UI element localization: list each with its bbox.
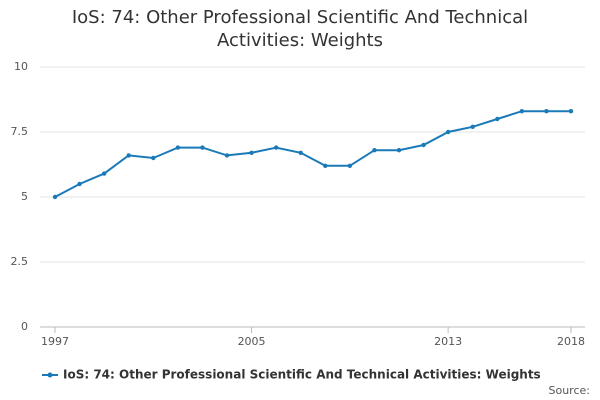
- y-tick-label: 0: [21, 320, 28, 333]
- y-tick-label: 5: [21, 190, 28, 203]
- legend-label: IoS: 74: Other Professional Scientific A…: [63, 368, 541, 382]
- point: [445, 129, 451, 135]
- point: [52, 194, 58, 200]
- x-tick-label: 1997: [41, 335, 69, 348]
- series-line: [54, 110, 571, 198]
- point: [224, 153, 230, 158]
- point: [101, 171, 107, 176]
- point: [298, 150, 303, 155]
- point: [568, 109, 574, 114]
- point: [421, 142, 426, 148]
- point: [470, 124, 475, 129]
- point: [151, 155, 156, 161]
- x-tick-label: 2018: [557, 335, 585, 348]
- chart-title: IoS: 74: Other Professional Scientific A…: [71, 7, 529, 51]
- point: [249, 150, 254, 155]
- point: [175, 145, 181, 150]
- point: [200, 145, 205, 150]
- y-tick-label: 2.5: [11, 255, 29, 268]
- point: [544, 109, 549, 114]
- legend-marker: [47, 372, 53, 378]
- point: [347, 163, 353, 168]
- point: [372, 148, 377, 153]
- y-tick-label: 7.5: [11, 125, 29, 138]
- x-tick-label: 2005: [238, 335, 266, 348]
- point: [396, 148, 402, 153]
- y-tick-label: 10: [14, 60, 28, 73]
- point: [273, 145, 279, 150]
- point: [126, 153, 131, 158]
- point: [519, 109, 525, 114]
- x-tick-label: 2013: [434, 335, 462, 348]
- point: [323, 163, 328, 168]
- point: [77, 181, 82, 187]
- point: [495, 116, 500, 122]
- source: Source:: [549, 384, 591, 397]
